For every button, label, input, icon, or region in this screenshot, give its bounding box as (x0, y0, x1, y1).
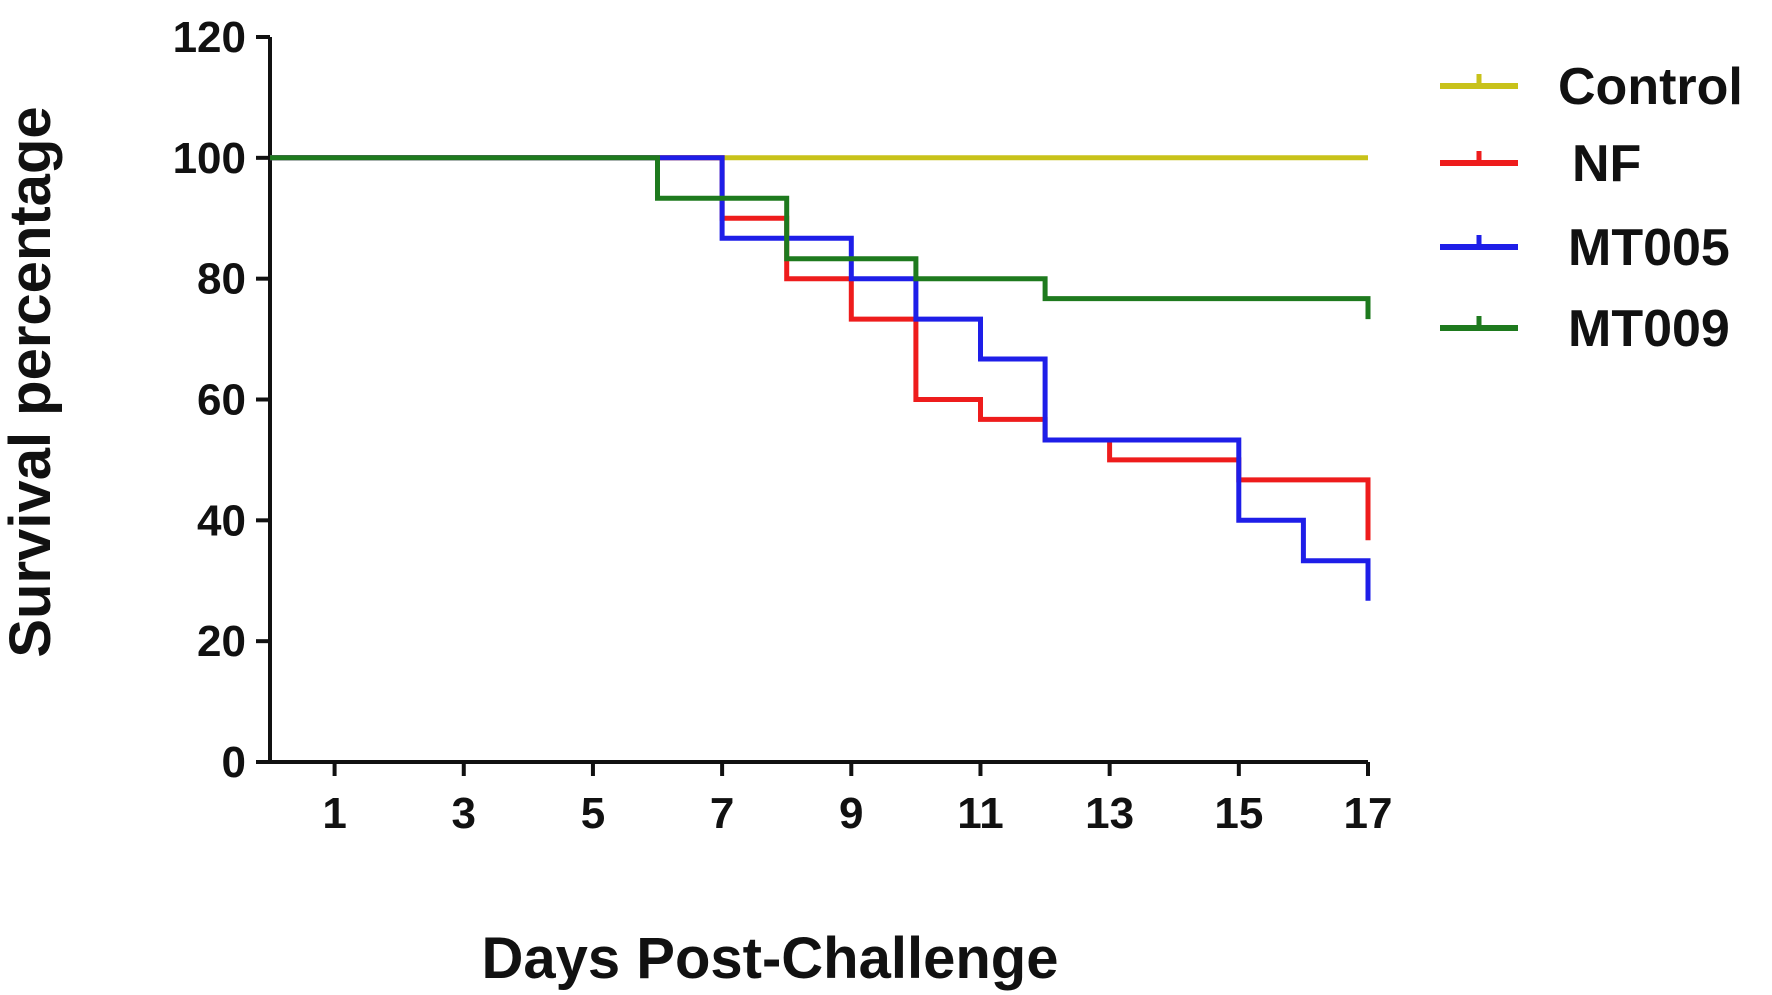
x-tick-label: 1 (322, 789, 346, 838)
series-line-mt005 (270, 155, 1371, 601)
legend-label: NF (1572, 135, 1641, 193)
y-tick-label: 40 (197, 496, 246, 545)
legend-label: MT009 (1568, 300, 1730, 358)
x-tick-label: 7 (710, 789, 734, 838)
legend-item-mt005: MT005 (1440, 219, 1730, 277)
x-tick-label: 11 (957, 789, 1004, 838)
y-tick-label: 100 (173, 134, 246, 183)
y-tick-label: 60 (197, 376, 246, 425)
legend-label: MT005 (1568, 219, 1730, 277)
legend-item-mt009: MT009 (1440, 300, 1730, 358)
x-tick-label: 15 (1214, 789, 1263, 838)
x-axis: 1 3 5 7 9 11 13 15 17 (270, 760, 1393, 838)
legend-label: Control (1558, 58, 1743, 116)
y-tick-label: 20 (197, 617, 246, 666)
series-line-mt009 (270, 155, 1371, 320)
y-tick-label: 80 (197, 255, 246, 304)
x-tick-label: 3 (452, 789, 476, 838)
x-tick-label: 13 (1085, 789, 1134, 838)
series-line-nf (270, 155, 1371, 541)
y-axis: 0 20 40 60 80 100 120 (173, 13, 272, 787)
legend: Control NF MT005 MT009 (1440, 58, 1743, 358)
legend-item-control: Control (1440, 58, 1743, 116)
x-tick-label: 17 (1344, 789, 1393, 838)
x-tick-label: 9 (839, 789, 863, 838)
y-tick-label: 0 (222, 738, 246, 787)
y-tick-label: 120 (173, 13, 246, 62)
y-axis-title: Survival percentage (0, 106, 63, 657)
series-layer (270, 155, 1371, 601)
x-tick-label: 5 (581, 789, 605, 838)
x-axis-title: Days Post-Challenge (482, 926, 1059, 991)
legend-item-nf: NF (1440, 135, 1641, 193)
